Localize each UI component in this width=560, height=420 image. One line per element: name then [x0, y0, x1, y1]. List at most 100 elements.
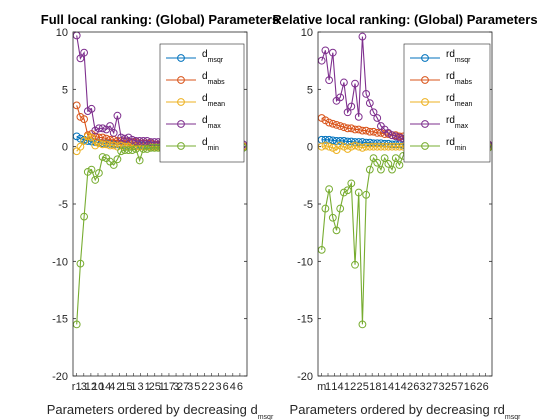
legend-marker [177, 98, 185, 106]
x-tick-label: 5 [363, 381, 369, 393]
data-point [347, 124, 356, 133]
chart-title: Relative local ranking: (Global) Paramet… [272, 12, 537, 27]
x-tick-label: 6 [470, 381, 476, 393]
x-tick-label: 4 [401, 381, 407, 393]
data-point [135, 137, 144, 145]
data-point [98, 124, 107, 133]
x-tick-label: 4 [388, 381, 394, 393]
legend-box [403, 43, 491, 163]
data-point [106, 122, 114, 130]
data-point [95, 133, 103, 142]
x-tick-label: 3 [216, 381, 222, 393]
data-point [351, 141, 359, 150]
data-point [369, 142, 378, 151]
data-point [150, 143, 159, 152]
data-point [347, 102, 356, 111]
x-tick-label: 2 [445, 381, 451, 393]
data-point [391, 132, 400, 141]
data-point [87, 104, 96, 113]
legend-item: dmin [166, 137, 219, 152]
legend-item: dmean [166, 93, 225, 108]
data-point [351, 125, 359, 134]
data-point [143, 137, 151, 145]
x-tick-label: 3 [420, 381, 426, 393]
x-tick-label: 4 [109, 381, 115, 393]
legend-marker [177, 142, 185, 150]
x-tick-label: 10 [92, 381, 104, 393]
data-point [358, 126, 367, 135]
y-tick-label: -15 [52, 314, 68, 326]
data-point [395, 161, 404, 169]
data-point [80, 48, 89, 57]
y-ticks: -20 -15 -10 -5 0 5 10 [297, 27, 492, 383]
data-point [117, 147, 126, 156]
data-point [362, 126, 371, 135]
x-tick-label: 17 [163, 381, 175, 393]
data-point [128, 135, 137, 144]
chart-title: Full local ranking: (Global) Parameters [41, 12, 279, 27]
data-point [380, 142, 389, 151]
data-point [135, 156, 144, 165]
legend-item: rdmean [410, 93, 473, 108]
legend-label: rdmean [446, 93, 473, 108]
data-point [340, 123, 348, 132]
data-point [91, 176, 100, 184]
data-point [321, 204, 330, 213]
legend-label: dmax [202, 115, 221, 130]
data-point [373, 129, 382, 137]
x-tick-label: 14 [99, 381, 111, 393]
data-point [365, 99, 374, 107]
data-point [343, 137, 352, 146]
data-point [139, 145, 148, 153]
data-point [388, 165, 396, 174]
y-tick-label: 0 [62, 142, 68, 154]
data-point [365, 127, 374, 136]
x-tick-label: 5 [194, 381, 200, 393]
legend-marker [177, 76, 185, 84]
data-point [150, 138, 159, 146]
y-tick-label: 10 [56, 27, 68, 39]
legend-items: rdmsqr rdmabs rdmean rdmax rdmin [410, 49, 473, 152]
legend-marker [421, 76, 429, 84]
y-tick-label: 10 [301, 27, 313, 39]
y-tick-label: -5 [303, 199, 313, 211]
legend-box [159, 43, 245, 163]
x-tick-label: 7 [432, 381, 438, 393]
x-axis-label: Parameters ordered by decreasing rdmsqr [290, 402, 522, 420]
legend-item: dmabs [166, 71, 225, 86]
data-point [325, 118, 334, 127]
legend-label: rdmin [446, 137, 466, 152]
data-point [120, 134, 129, 143]
data-point [143, 145, 151, 153]
legend-item: rdmin [410, 137, 466, 152]
data-point [102, 140, 111, 149]
x-tick-label: 3 [138, 381, 144, 393]
data-point [132, 137, 140, 145]
legend-marker [421, 98, 429, 106]
x-tick-label: 2 [208, 381, 214, 393]
legend-item: rdmax [410, 115, 469, 130]
data-point [373, 158, 382, 167]
data-point [384, 159, 393, 168]
data-point [377, 165, 385, 174]
data-point [95, 124, 103, 133]
data-point [373, 114, 382, 122]
legend-label: dmin [202, 137, 219, 152]
legend-marker [421, 120, 429, 128]
data-point [351, 260, 359, 269]
axes-box [72, 31, 248, 377]
y-tick-label: -10 [52, 256, 68, 268]
x-tick-label: 6 [413, 381, 419, 393]
x-tick-label: r1 [72, 381, 82, 393]
data-point [362, 142, 371, 151]
data-point [321, 135, 330, 144]
data-point [120, 146, 129, 155]
data-point [113, 155, 122, 164]
x-tick-label: 2 [356, 381, 362, 393]
data-point [388, 142, 396, 151]
x-tick-label: 3 [438, 381, 444, 393]
x-tick-label: 1 [344, 381, 350, 393]
data-point [365, 165, 374, 174]
x-tick-label: 1 [394, 381, 400, 393]
data-point [347, 142, 356, 151]
